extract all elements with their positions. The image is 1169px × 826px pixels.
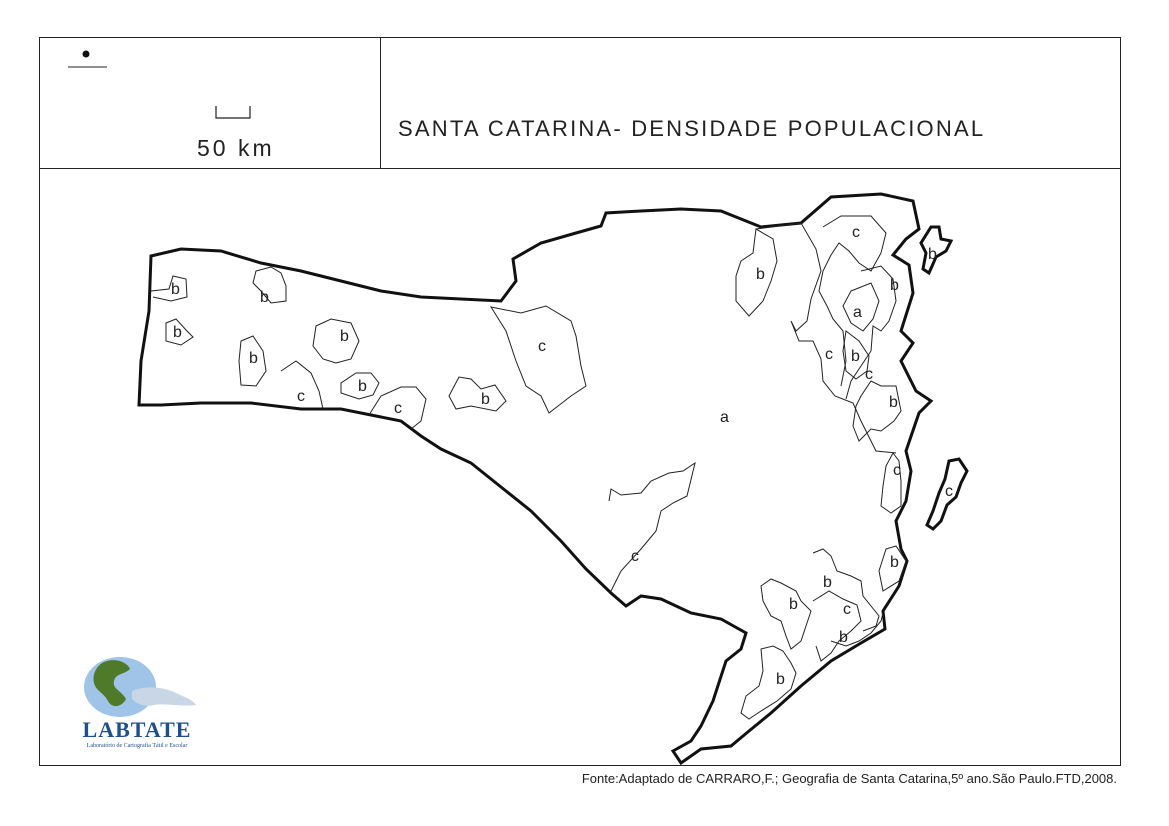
map-title: SANTA CATARINA- DENSIDADE POPULACIONAL xyxy=(398,116,986,141)
region-label-b: b xyxy=(358,378,367,395)
region-label-c: c xyxy=(297,388,305,405)
map-frame: 50 km SANTA CATARINA- DENSIDADE POPULACI… xyxy=(39,37,1121,766)
island-north xyxy=(919,225,954,276)
header-row: 50 km SANTA CATARINA- DENSIDADE POPULACI… xyxy=(40,38,1120,169)
island-florianopolis xyxy=(925,457,969,531)
logo-subtitle: Laboratório de Cartografia Tátil e Escol… xyxy=(86,743,188,749)
region-label-b: b xyxy=(890,277,899,294)
north-dot-icon xyxy=(82,50,90,58)
labtate-logo: LABTATE Laboratório de Cartografia Tátil… xyxy=(72,655,202,755)
region-label-b: b xyxy=(171,281,180,298)
region-label-c: c xyxy=(893,462,901,479)
region-label-b: b xyxy=(889,394,898,411)
region-label-a-north: a xyxy=(853,304,862,321)
scale-label: 50 km xyxy=(197,135,275,161)
region-label-c: c xyxy=(865,366,873,383)
region-label-b: b xyxy=(890,554,899,571)
region-label-b: b xyxy=(481,391,490,408)
region-label-b: b xyxy=(789,596,798,613)
globe-hand-icon xyxy=(84,657,196,717)
region-label-c: c xyxy=(394,400,402,417)
state-outline xyxy=(137,192,934,766)
region-boundaries xyxy=(150,215,907,720)
region-label-b: b xyxy=(249,350,258,367)
source-note: Fonte:Adaptado de CARRARO,F.; Geografia … xyxy=(581,771,1117,786)
region-label-b: b xyxy=(260,289,269,306)
state-map: b b b b b c b c b c a c b c b a c b c b … xyxy=(137,192,969,766)
region-label-c: c xyxy=(538,338,546,355)
region-label-a-main: a xyxy=(720,409,729,426)
region-label-c: c xyxy=(843,601,851,618)
region-label-b: b xyxy=(340,328,349,345)
scale-bar xyxy=(215,106,251,119)
region-label-c: c xyxy=(631,548,639,565)
legend-symbols xyxy=(68,50,251,119)
legend-cell: 50 km xyxy=(40,38,381,168)
logo-text: LABTATE xyxy=(82,717,192,742)
region-label-c: c xyxy=(852,224,860,241)
region-label-c: c xyxy=(825,346,833,363)
region-label-c: c xyxy=(945,483,953,500)
region-label-b: b xyxy=(928,246,937,263)
region-label-b: b xyxy=(173,324,182,341)
region-label-b: b xyxy=(756,266,765,283)
region-label-b: b xyxy=(851,348,860,365)
region-label-b: b xyxy=(839,629,848,646)
map-area: b b b b b c b c b c a c b c b a c b c b … xyxy=(40,169,1120,767)
region-label-b: b xyxy=(823,574,832,591)
region-label-b: b xyxy=(776,671,785,688)
